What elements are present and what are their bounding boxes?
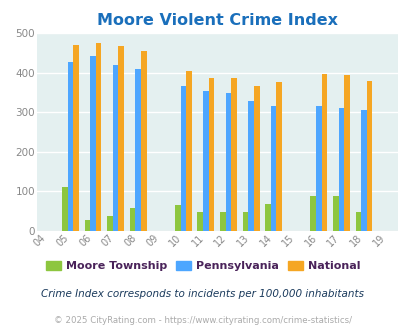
Bar (309, 196, 315, 231)
Bar (247, 101, 253, 231)
Bar (343, 75, 349, 231)
Bar (135, 69, 141, 231)
Bar (332, 196, 338, 231)
Bar (355, 212, 360, 231)
Bar (96, 43, 101, 231)
Bar (186, 71, 191, 231)
Bar (231, 78, 237, 231)
Bar (73, 45, 79, 231)
Bar (113, 65, 118, 231)
Bar (315, 106, 321, 231)
Bar (270, 106, 276, 231)
Text: Crime Index corresponds to incidents per 100,000 inhabitants: Crime Index corresponds to incidents per… (41, 289, 364, 299)
Bar (129, 209, 135, 231)
Bar (175, 205, 180, 231)
Bar (180, 86, 186, 231)
Title: Moore Violent Crime Index: Moore Violent Crime Index (96, 13, 337, 28)
Legend: Moore Township, Pennsylvania, National: Moore Township, Pennsylvania, National (41, 256, 364, 276)
Bar (84, 220, 90, 231)
Bar (276, 82, 281, 231)
Bar (90, 56, 96, 231)
Bar (242, 212, 247, 231)
Bar (141, 51, 146, 231)
Bar (366, 81, 371, 231)
Bar (107, 216, 113, 231)
Bar (220, 213, 225, 231)
Bar (360, 110, 366, 231)
Text: © 2025 CityRating.com - https://www.cityrating.com/crime-statistics/: © 2025 CityRating.com - https://www.city… (54, 316, 351, 325)
Bar (253, 86, 259, 231)
Bar (67, 62, 73, 231)
Bar (197, 213, 202, 231)
Bar (62, 187, 67, 231)
Bar (264, 205, 270, 231)
Bar (338, 108, 343, 231)
Bar (202, 91, 208, 231)
Bar (225, 93, 231, 231)
Bar (321, 74, 326, 231)
Bar (208, 78, 214, 231)
Bar (118, 46, 124, 231)
